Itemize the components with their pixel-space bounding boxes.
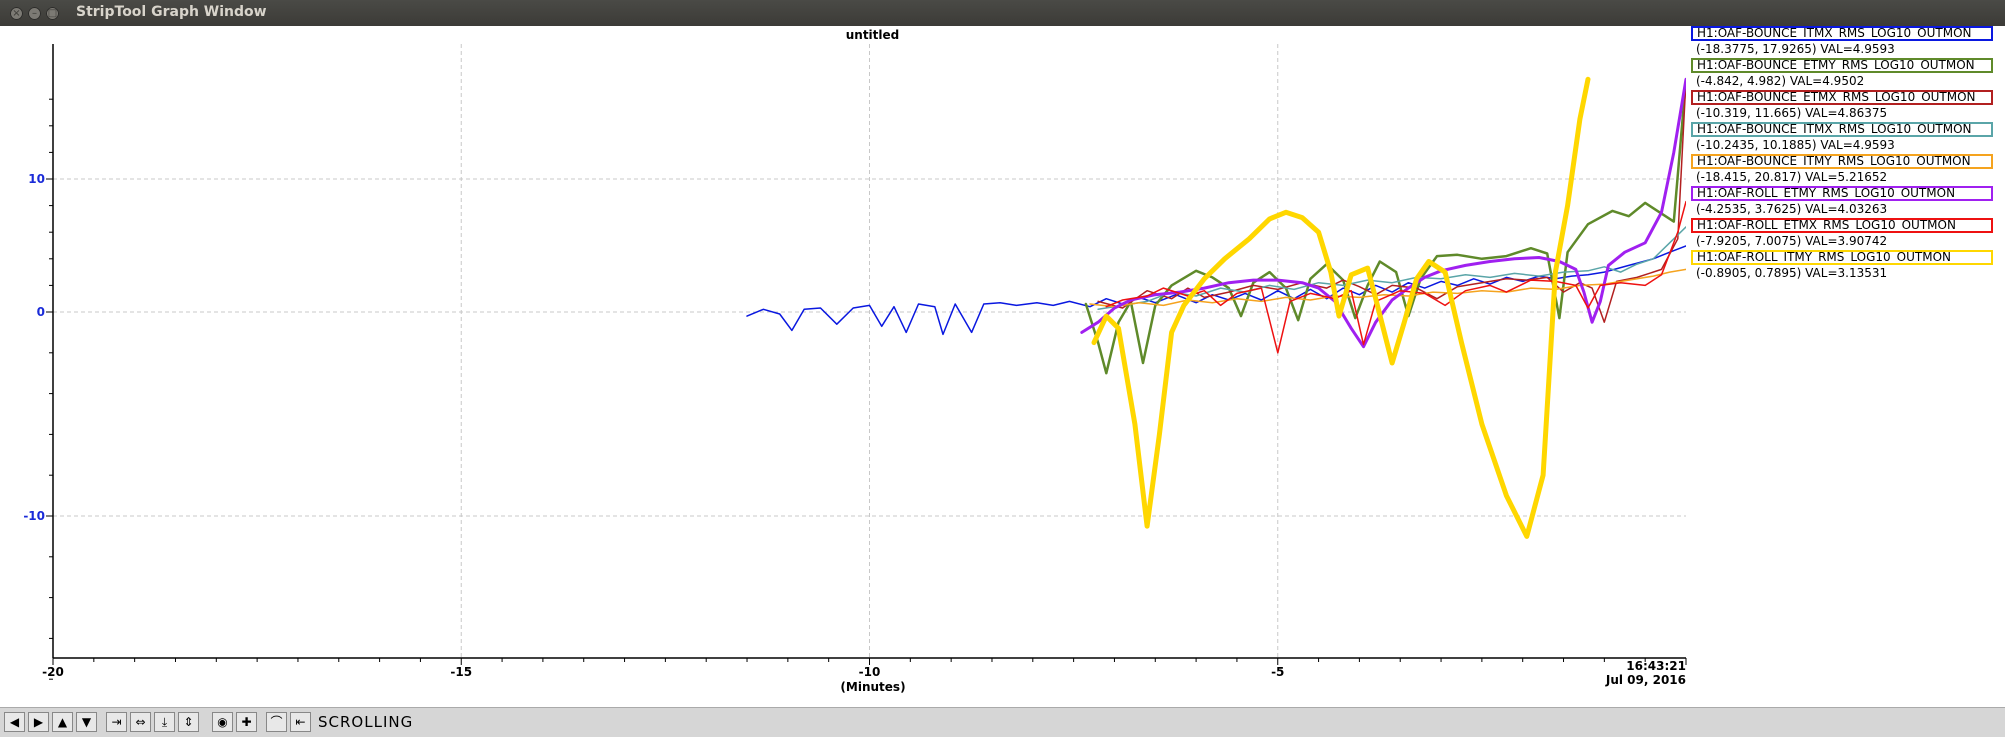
legend-signal-name[interactable]: H1:OAF-BOUNCE_ETMY_RMS_LOG10_OUTMON: [1691, 58, 1993, 73]
legend-item[interactable]: H1:OAF-BOUNCE_ETMY_RMS_LOG10_OUTMON (-4.8…: [1691, 58, 1993, 89]
pan-up-icon[interactable]: ▲: [52, 712, 73, 732]
legend-item[interactable]: H1:OAF-ROLL_ITMY_RMS_LOG10_OUTMON (-0.890…: [1691, 250, 1993, 281]
legend-item[interactable]: H1:OAF-ROLL_ETMY_RMS_LOG10_OUTMON (-4.253…: [1691, 186, 1993, 217]
x-tick-label: -15: [450, 665, 472, 679]
window-titlebar: × – □ StripTool Graph Window: [0, 0, 2005, 26]
legend-item[interactable]: H1:OAF-BOUNCE_ETMX_RMS_LOG10_OUTMON (-10.…: [1691, 90, 1993, 121]
status-mode: SCROLLING: [318, 713, 414, 731]
pan-right-icon[interactable]: ▶: [28, 712, 49, 732]
window-title: StripTool Graph Window: [76, 4, 267, 20]
legend-signal-range: (-10.2435, 10.1885) VAL=4.9593: [1696, 138, 1895, 152]
legend-signal-range: (-7.9205, 7.0075) VAL=3.90742: [1696, 234, 1888, 248]
x-tick-label: -20: [42, 665, 64, 679]
legend-signal-range: (-18.415, 20.817) VAL=5.21652: [1696, 170, 1888, 184]
toolbar: ◀ ▶ ▲ ▼ ⇥ ⇔ ⤓ ⇕ ◉ ✚ ⌒ ⇤ SCROLLING: [0, 707, 2005, 737]
legend-signal-name[interactable]: H1:OAF-ROLL_ETMY_RMS_LOG10_OUTMON: [1691, 186, 1993, 201]
zoom-out-x-icon[interactable]: ⇔: [130, 712, 151, 732]
trace-series-7: [1105, 200, 1686, 354]
time-label: 16:43:21: [1626, 659, 1686, 673]
date-label: Jul 09, 2016: [1605, 673, 1686, 687]
legend-item[interactable]: H1:OAF-BOUNCE_ITMY_RMS_LOG10_OUTMON (-18.…: [1691, 154, 1993, 185]
pan-left-icon[interactable]: ◀: [4, 712, 25, 732]
minimize-icon[interactable]: –: [28, 7, 41, 20]
trace-series-8: [1091, 76, 1591, 539]
legend-item[interactable]: H1:OAF-BOUNCE_ITMX_RMS_LOG10_OUTMON (-10.…: [1691, 122, 1993, 153]
auto-scale-icon[interactable]: ⌒: [266, 712, 287, 732]
zoom-out-y-icon[interactable]: ⇕: [178, 712, 199, 732]
legend-signal-name[interactable]: H1:OAF-BOUNCE_ETMX_RMS_LOG10_OUTMON: [1691, 90, 1993, 105]
legend-signal-range: (-4.2535, 3.7625) VAL=4.03263: [1696, 202, 1888, 216]
zoom-in-x-icon[interactable]: ⇥: [106, 712, 127, 732]
legend-item[interactable]: H1:OAF-BOUNCE_ITMX_RMS_LOG10_OUTMON (-18.…: [1691, 26, 1993, 57]
x-tick-label: -5: [1271, 665, 1284, 679]
legend-signal-name[interactable]: H1:OAF-BOUNCE_ITMX_RMS_LOG10_OUTMON: [1691, 26, 1993, 41]
legend-signal-range: (-4.842, 4.982) VAL=4.9502: [1696, 74, 1865, 88]
close-icon[interactable]: ×: [10, 7, 23, 20]
legend-signal-name[interactable]: H1:OAF-BOUNCE_ITMX_RMS_LOG10_OUTMON: [1691, 122, 1993, 137]
maximize-icon[interactable]: □: [46, 7, 59, 20]
add-icon[interactable]: ✚: [236, 712, 257, 732]
trace-series-6: [1080, 77, 1686, 349]
y-tick-label: 10: [28, 172, 45, 186]
refresh-icon[interactable]: ⇤: [290, 712, 311, 732]
y-tick-label: -10: [23, 509, 45, 523]
pan-down-icon[interactable]: ▼: [76, 712, 97, 732]
graph-canvas[interactable]: -20 -15 -10 -5 10 0 -10 16:43:21 Jul 09, 2016 (Mi…: [0, 26, 2005, 707]
trace-series-3: [1097, 78, 1686, 323]
plot-title: untitled: [845, 28, 900, 42]
legend-signal-range: (-10.319, 11.665) VAL=4.86375: [1696, 106, 1888, 120]
legend-item[interactable]: H1:OAF-ROLL_ETMX_RMS_LOG10_OUTMON (-7.920…: [1691, 218, 1993, 249]
zoom-in-y-icon[interactable]: ⤓: [154, 712, 175, 732]
x-axis-label: (Minutes): [840, 680, 905, 694]
legend-signal-name[interactable]: H1:OAF-ROLL_ETMX_RMS_LOG10_OUTMON: [1691, 218, 1993, 233]
legend-signal-name[interactable]: H1:OAF-ROLL_ITMY_RMS_LOG10_OUTMON: [1691, 250, 1993, 265]
x-tick-label: -10: [859, 665, 881, 679]
y-tick-label: 0: [37, 305, 45, 319]
legend-signal-range: (-0.8905, 0.7895) VAL=3.13531: [1696, 266, 1888, 280]
legend-signal-range: (-18.3775, 17.9265) VAL=4.9593: [1696, 42, 1895, 56]
reset-icon[interactable]: ◉: [212, 712, 233, 732]
legend-signal-name[interactable]: H1:OAF-BOUNCE_ITMY_RMS_LOG10_OUTMON: [1691, 154, 1993, 169]
